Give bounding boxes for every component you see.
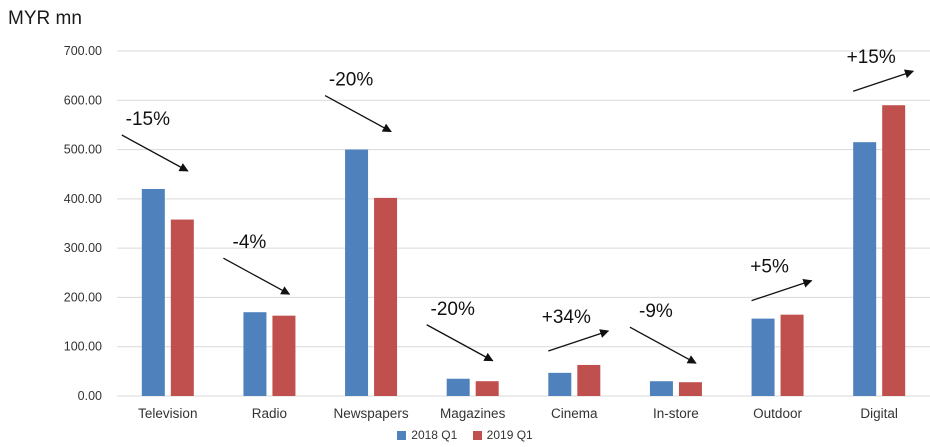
change-arrow [751, 278, 813, 302]
change-arrow [426, 324, 494, 362]
bar-2018-digital [853, 142, 877, 396]
change-arrow [223, 257, 291, 295]
y-tick-label: 100.00 [64, 340, 102, 354]
y-tick-label: 0.00 [78, 389, 102, 403]
bar-2019-television [170, 219, 194, 396]
bar-2019-newspapers [374, 197, 398, 396]
change-annotation: -20% [431, 299, 475, 320]
y-tick-label: 400.00 [64, 192, 102, 206]
bar-2019-magazines [475, 381, 499, 396]
change-arrow [629, 326, 697, 364]
y-tick-label: 600.00 [64, 93, 102, 107]
change-annotation: +5% [750, 257, 789, 278]
x-tick-label: Outdoor [753, 406, 802, 421]
x-tick-label: Newspapers [334, 406, 409, 421]
bar-2018-television [141, 189, 165, 396]
bar-2019-cinema [577, 364, 601, 396]
legend-swatch-2018 [397, 431, 407, 440]
x-tick-label: In-store [653, 406, 699, 421]
y-tick-label: 700.00 [64, 44, 102, 58]
change-annotation: +15% [847, 47, 896, 68]
bar-2018-cinema [548, 372, 572, 396]
change-arrow [852, 69, 915, 92]
x-tick-label: Digital [860, 406, 898, 421]
change-annotation: -15% [126, 109, 170, 130]
bar-2018-outdoor [751, 318, 775, 396]
y-tick-label: 300.00 [64, 241, 102, 255]
change-annotation: -9% [639, 301, 673, 322]
bar-2019-instore [678, 382, 702, 396]
y-tick-label: 500.00 [64, 143, 102, 157]
legend-label-2018: 2018 Q1 [411, 428, 458, 442]
change-annotation: -4% [233, 232, 267, 253]
bar-2019-outdoor [780, 314, 804, 396]
bar-2018-magazines [446, 378, 470, 396]
x-tick-label: Television [138, 406, 197, 421]
change-arrow [548, 329, 610, 352]
bar-2019-radio [272, 315, 296, 396]
chart-legend: 2018 Q1 2019 Q1 [0, 428, 930, 442]
y-tick-label: 200.00 [64, 290, 102, 304]
change-annotation: -20% [329, 70, 373, 91]
change-arrow [324, 95, 392, 133]
change-annotation: +34% [542, 307, 591, 328]
legend-item-2018: 2018 Q1 [397, 428, 457, 442]
legend-swatch-2019 [472, 431, 482, 440]
change-arrow [121, 134, 189, 172]
legend-label-2019: 2019 Q1 [486, 428, 533, 442]
bar-2018-instore [649, 381, 673, 396]
legend-item-2019: 2019 Q1 [472, 428, 533, 442]
x-tick-label: Magazines [440, 406, 506, 421]
x-tick-label: Radio [252, 406, 287, 421]
bar-2019-digital [882, 105, 906, 396]
bar-2018-radio [243, 312, 267, 396]
x-tick-label: Cinema [551, 406, 598, 421]
y-unit-label: MYR mn [8, 8, 82, 29]
bar-2018-newspapers [345, 149, 369, 396]
